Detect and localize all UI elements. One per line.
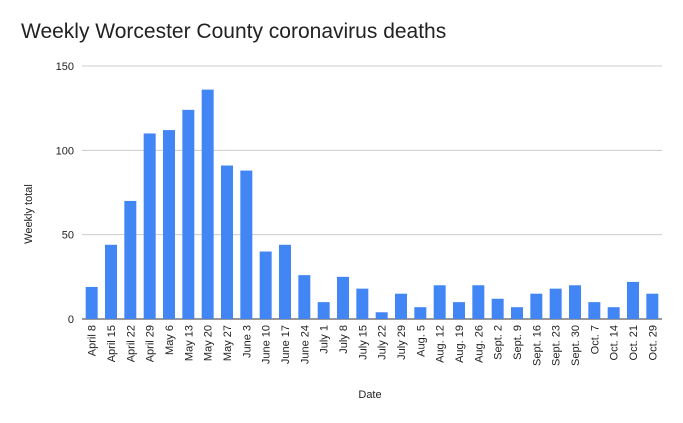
x-tick-label: Aug. 5 [415,325,427,357]
bar [375,312,388,319]
x-tick-label: July 8 [338,325,350,354]
bar [163,130,175,319]
x-tick-label: Oct. 29 [647,325,659,360]
bar [433,285,446,319]
bar [85,286,98,319]
y-tick-label: 0 [68,314,74,326]
x-tick-label: July 29 [396,325,408,360]
x-tick-label: April 15 [106,325,118,362]
y-axis-ticks: 0 50 100 150 [56,61,74,326]
bar [221,165,233,319]
bar [298,275,311,319]
x-tick-label: June 10 [261,325,273,364]
x-tick-label: Aug. 26 [473,325,485,363]
y-tick-label: 150 [56,61,74,73]
y-tick-label: 50 [62,230,74,242]
bar [453,302,465,319]
bar [182,109,195,319]
x-tick-label: July 22 [377,325,389,360]
bar [472,285,485,319]
bar [124,200,137,319]
x-tick-label: April 29 [145,325,157,362]
bars [85,89,659,319]
x-axis-title: Date [358,389,381,401]
x-tick-label: May 6 [164,325,176,355]
bar [105,244,117,319]
x-tick-label: June 24 [299,325,311,364]
y-axis-title: Weekly total [23,184,35,244]
x-tick-label: Aug. 12 [435,325,447,363]
bar [627,281,639,319]
bar [569,285,581,319]
bar [530,293,543,319]
bar [240,170,253,319]
bar [511,307,523,319]
x-tick-label: Oct. 21 [628,325,640,360]
x-tick-label: April 22 [125,325,137,362]
bar [414,307,427,319]
x-tick-label: Oct. 7 [589,325,601,354]
x-tick-label: May 20 [203,325,215,361]
x-tick-label: Sept. 16 [531,325,543,366]
x-tick-label: April 8 [87,325,99,356]
x-tick-label: May 27 [222,325,234,361]
x-tick-label: Sept. 2 [493,325,505,360]
bar [259,251,272,319]
x-axis-ticks: April 8 April 15 April 22 April 29 May 6 May … [87,325,660,366]
bar [201,89,214,319]
x-tick-label: July 15 [357,325,369,360]
bar [395,293,407,319]
x-tick-label: Aug. 19 [454,325,466,363]
x-tick-label: May 13 [183,325,195,361]
x-tick-label: June 3 [241,325,253,358]
bar [646,293,659,319]
bar [317,302,330,319]
bar [549,288,562,319]
x-tick-label: Oct. 14 [609,325,621,360]
x-tick-label: July 1 [319,325,331,354]
x-tick-label: Sept. 23 [551,325,563,366]
bar [143,133,156,319]
gridlines [82,65,662,320]
y-tick-label: 100 [56,145,74,157]
chart-title: Weekly Worcester County coronavirus deat… [21,20,447,43]
x-tick-label: Sept. 9 [512,325,524,360]
x-tick-label: June 17 [280,325,292,364]
bar [607,307,620,319]
bar [491,298,504,319]
x-tick-label: Sept. 30 [570,325,582,366]
bar [588,302,601,319]
bar [279,244,291,319]
bar [356,288,369,319]
bar [337,276,349,319]
